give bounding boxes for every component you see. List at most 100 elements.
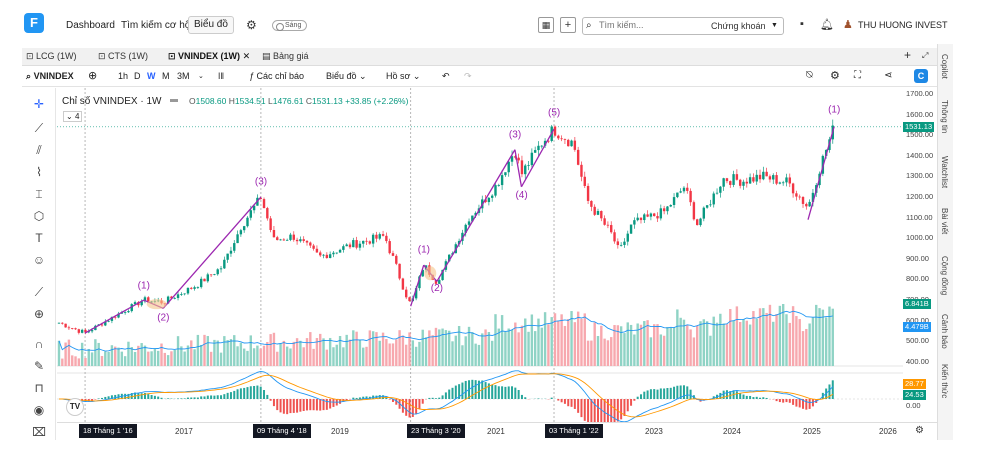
redo-icon[interactable]: ↷ [464,71,472,81]
volume-bar [385,339,388,366]
chart-area[interactable]: (1) (2) (3) (1) (2) (3) (4) (5) (1) [57,88,937,440]
side-tab-articles[interactable]: Bài viết [940,208,949,235]
copilot-icon[interactable]: C [914,69,928,83]
gear-icon[interactable]: ⚙ [246,18,257,32]
price-tick: 1100.00 [906,212,933,222]
indicators-button[interactable]: ƒ Các chỉ báo [249,71,304,81]
price-tick: 500.00 [906,336,929,346]
chevron-down-icon[interactable]: ▼ [771,22,778,29]
tab-price-board[interactable]: ▤ Bảng giá [262,51,309,61]
macd-hist-bar [378,395,381,399]
macd-hist-bar [312,399,315,411]
wave-line [514,149,523,187]
side-tab-info[interactable]: Thông tin [940,100,949,134]
wave-label: (1) [828,105,840,116]
expand-icon[interactable]: ⤢ [922,51,929,60]
side-tab-knowledge[interactable]: Kiến thức [940,364,949,399]
side-tab-community[interactable]: Cộng đồng [940,256,949,296]
volume-bar [725,324,729,366]
interval-m[interactable]: M [162,71,170,81]
macd-hist-bar [474,380,477,399]
chart-type-button[interactable]: Biểu đồ ⌄ [326,71,367,81]
volume-bar [276,351,279,366]
last-price-tag: 1531.13 [903,122,935,132]
zoom-in-icon[interactable]: ⊕ [33,307,45,321]
nav-dashboard[interactable]: Dashboard [66,20,115,31]
undo-icon[interactable]: ↶ [442,71,450,81]
side-tab-alerts[interactable]: Cảnh báo [940,314,949,349]
lock-draw-icon[interactable]: ✎ [33,359,45,373]
symbol-search[interactable]: ⌕ VNINDEX [26,71,74,82]
ruler-icon[interactable]: ⟋ [34,285,44,299]
measure-icon[interactable]: ⌶ [35,187,43,201]
candle-body [67,327,71,329]
magnet-icon[interactable]: ∩ [34,337,44,351]
pattern-icon[interactable]: ⌇ [36,165,42,179]
theme-toggle[interactable]: Sáng [272,20,308,31]
time-axis[interactable]: 18 Tháng 1 '16 2017 09 Tháng 4 '18 2019 … [57,422,937,440]
volume-bar [550,317,553,366]
fullscreen-icon[interactable]: ⛶ [854,70,861,81]
tab-lcg[interactable]: ⊡ LCG (1W) [26,51,77,61]
lock-icon[interactable]: ⊓ [34,381,44,395]
interval-d[interactable]: D [134,71,141,81]
nav-opportunity[interactable]: Tìm kiếm cơ hội [121,20,193,31]
crosshair-icon[interactable]: ✛ [33,97,45,111]
side-tab-watchlist[interactable]: Watchlist [940,156,949,189]
layout-grid-icon[interactable]: ▦ [538,17,554,33]
side-tab-copilot[interactable]: Copilot [940,54,949,79]
emoji-icon[interactable]: ☺ [32,253,46,267]
macd-hist-bar [686,386,689,399]
share-icon[interactable]: ⋖ [884,70,893,81]
tab-vnindex[interactable]: ⊡ VNINDEX (1W) ✕ [168,51,251,61]
eye-icon[interactable]: ◉ [33,403,45,417]
chevron-down-icon[interactable]: ⌄ [198,73,204,80]
search-box[interactable]: ⌕ Chứng khoán ▼ [582,17,784,35]
macd-hist-bar [213,395,216,399]
interval-1h[interactable]: 1h [118,71,129,81]
chat-icon[interactable]: ▪ [800,18,804,30]
candle-body [695,219,699,226]
volume-bar [319,333,322,366]
candle-body [127,311,130,313]
price-chart-svg[interactable]: (1) (2) (3) (1) (2) (3) (4) (5) (1) [57,88,937,430]
interval-w[interactable]: W [147,71,156,81]
search-input[interactable] [599,20,699,30]
bell-icon[interactable]: 🔔︎ [820,19,834,31]
profile-button[interactable]: Hồ sơ ⌄ [386,71,421,81]
candle-body [801,197,805,204]
volume-bar [289,348,292,366]
candle-type-icon[interactable]: ǀǁ [218,71,225,81]
volume-bar [613,325,616,366]
market-select[interactable]: Chứng khoán [711,21,766,31]
trash-icon[interactable]: ⌧ [32,425,46,439]
channel-icon[interactable]: ⫽ [36,143,42,157]
candle-body [299,239,302,242]
add-tab-icon[interactable]: + [904,48,912,62]
macd-hist-bar [537,398,540,399]
candle-body [474,212,477,216]
indicator-count-badge[interactable]: ⌄ 4 [63,111,83,122]
interval-3m[interactable]: 3M [177,71,190,81]
macd-hist-bar [434,398,437,399]
time-settings-icon[interactable]: ⚙ [915,425,924,436]
avatar[interactable]: ♟ [843,19,853,31]
volume-bar [233,335,236,366]
zoom-search-icon[interactable]: ⍉ [806,69,813,81]
user-name[interactable]: THU HUONG INVEST [858,20,948,30]
tab-cts[interactable]: ⊡ CTS (1W) [98,51,149,61]
candle-body [74,328,77,330]
macd-hist-bar [520,394,523,399]
text-icon[interactable]: T [35,231,43,245]
candle-body [662,208,666,212]
add-icon[interactable]: + [560,17,576,33]
compare-icon[interactable]: ⊕ [88,70,98,82]
shape-icon[interactable]: ⬡ [33,209,45,223]
settings-icon[interactable]: ⚙ [830,70,840,82]
volume-bar [114,346,117,366]
nav-chart[interactable]: Biểu đồ [188,16,234,34]
close-icon[interactable]: ✕ [242,51,251,61]
trendline-icon[interactable]: ⟋ [34,121,44,135]
drawing-toolbar: ✛ ⟋ ⫽ ⌇ ⌶ ⬡ T ☺ ⟋ ⊕ ∩ ✎ ⊓ ◉ ⌧ [22,88,56,440]
app-logo[interactable]: F [24,13,44,33]
